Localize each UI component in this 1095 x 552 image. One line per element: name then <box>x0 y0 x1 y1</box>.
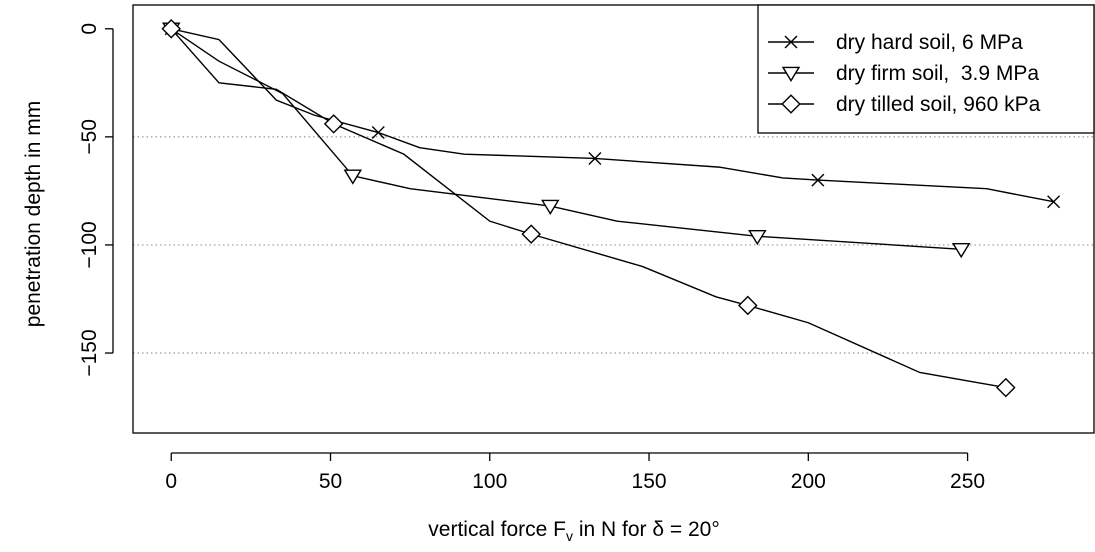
point-diamond <box>161 18 182 39</box>
x-axis-label: vertical force Fv in N for δ = 20° <box>428 518 719 544</box>
point-diamond <box>996 377 1016 398</box>
legend: dry hard soil, 6 MPa dry firm soil, 3.9 M… <box>757 4 1095 134</box>
point-cross <box>811 173 825 187</box>
x-axis-label-rest: in N for δ = 20° <box>573 518 720 541</box>
legend-item-3: dry tilled soil, 960 kPa <box>768 93 1041 116</box>
x-tick-label: 250 <box>950 470 985 493</box>
y-tick-label: −150 <box>78 329 101 376</box>
point-triangle <box>541 199 560 215</box>
legend-item-1: dry hard soil, 6 MPa <box>768 31 1023 54</box>
plot-frame <box>132 4 1095 434</box>
series-group <box>161 18 1061 398</box>
point-diamond <box>323 114 344 134</box>
x-axis-label-main: vertical force F <box>428 518 566 541</box>
point-diamond <box>737 295 758 316</box>
point-triangle <box>951 242 971 259</box>
point-triangle <box>781 66 801 82</box>
legend-label: dry tilled soil, 960 kPa <box>836 93 1041 116</box>
point-triangle <box>748 229 767 246</box>
point-cross <box>588 151 602 165</box>
legend-items: dry hard soil, 6 MPa dry firm soil, 3.9 M… <box>768 31 1041 116</box>
x-tick-label: 50 <box>319 470 342 493</box>
x-tick-label: 0 <box>165 470 177 493</box>
x-axis-label-subscript: v <box>566 528 573 544</box>
legend-item-2: dry firm soil, 3.9 MPa <box>768 62 1039 85</box>
grid-lines <box>133 136 1095 354</box>
y-tick-label: −100 <box>78 221 101 268</box>
x-tick-label: 100 <box>472 470 507 493</box>
point-diamond <box>521 224 541 244</box>
x-tick-label: 150 <box>632 470 667 493</box>
point-cross <box>1047 195 1061 209</box>
series-3 <box>161 18 1016 398</box>
legend-label: dry firm soil, 3.9 MPa <box>836 62 1039 85</box>
legend-box <box>757 4 1095 134</box>
point-triangle <box>343 169 363 185</box>
point-cross <box>371 126 385 140</box>
axes: 0 50 100 150 200 250 0 −50 −100 −150 <box>78 23 985 493</box>
legend-label: dry hard soil, 6 MPa <box>836 31 1023 54</box>
point-cross <box>784 35 798 49</box>
point-diamond <box>781 94 801 114</box>
series-line <box>170 28 962 250</box>
x-tick-label: 200 <box>791 470 826 493</box>
y-tick-label: 0 <box>78 23 101 35</box>
y-axis-label: penetration depth in mm <box>22 101 45 327</box>
y-tick-label: −50 <box>78 119 101 155</box>
